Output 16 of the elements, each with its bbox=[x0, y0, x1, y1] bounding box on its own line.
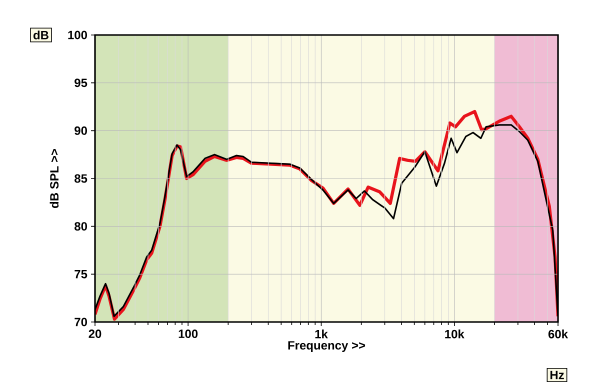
y-tick-label: 70 bbox=[74, 318, 87, 326]
y-tick-label: 90 bbox=[74, 126, 87, 135]
x-tick-label: 1k bbox=[315, 330, 328, 338]
x-axis-title: Frequency >> bbox=[288, 341, 366, 352]
y-tick-label: 80 bbox=[74, 222, 87, 231]
x-tick-label: 100 bbox=[178, 330, 198, 338]
y-tick-label: 75 bbox=[74, 270, 88, 278]
y-tick-label: 85 bbox=[74, 174, 88, 183]
x-tick-label: 10k bbox=[445, 330, 464, 338]
y-tick-label: 100 bbox=[68, 30, 87, 40]
y-axis-title: dB SPL >> bbox=[50, 148, 59, 208]
text: Hz bbox=[550, 370, 564, 380]
x-tick-label: 60k bbox=[548, 330, 568, 338]
y-tick-label: 95 bbox=[74, 78, 88, 88]
text: dB bbox=[33, 30, 48, 40]
x-tick-label: 20 bbox=[88, 330, 102, 338]
